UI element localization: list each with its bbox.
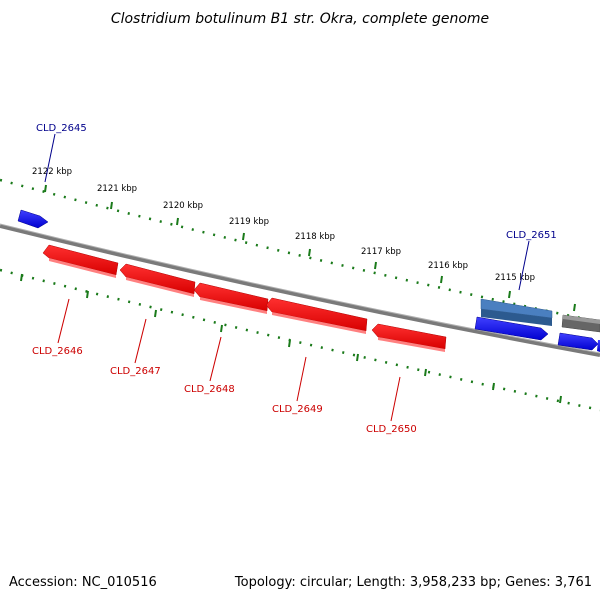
tick-label: 2120 kbp <box>163 201 203 211</box>
gene-CLD_2650[interactable] <box>371 323 447 352</box>
gene-arrow-shadow <box>126 277 194 297</box>
major-tick <box>492 382 495 391</box>
gene-CLD_2649[interactable] <box>265 297 368 334</box>
accession-text: Accession: NC_010516 <box>9 575 157 590</box>
major-ticks <box>44 184 576 312</box>
major-tick <box>176 217 179 226</box>
tick-label: 2116 kbp <box>428 261 468 271</box>
map-title: Clostridium botulinum B1 str. Okra, comp… <box>111 11 489 27</box>
gene-next-forward[interactable] <box>557 332 600 352</box>
gene-arrow-shadow <box>200 297 267 314</box>
genome-backbone <box>0 224 600 357</box>
gene-CLD_2647[interactable] <box>119 263 196 297</box>
gene-arrow[interactable] <box>557 332 599 351</box>
gene-label-CLD_2649[interactable]: CLD_2649 <box>272 404 323 415</box>
gene-arrow[interactable] <box>42 244 119 276</box>
gene-CLD_2646[interactable] <box>42 244 119 278</box>
gene-arrow[interactable] <box>119 263 196 295</box>
tick-label: 2119 kbp <box>229 217 269 227</box>
gene-arrow-shadow <box>272 312 366 334</box>
tick-label: 2118 kbp <box>295 232 335 242</box>
major-tick <box>44 184 47 193</box>
gene-CLD_2651[interactable] <box>474 298 553 341</box>
gene-labels: CLD_2645 CLD_2646 CLD_2647 CLD_2648 CLD_… <box>32 123 557 435</box>
major-tick <box>424 368 427 377</box>
label-leaders <box>44 133 530 422</box>
leader-CLD_2646 <box>57 298 70 344</box>
major-tick <box>86 290 89 299</box>
gene-arrow[interactable] <box>265 297 368 332</box>
major-tick <box>242 232 245 241</box>
gene-label-CLD_2646[interactable]: CLD_2646 <box>32 346 83 357</box>
gene-label-CLD_2647[interactable]: CLD_2647 <box>110 366 161 377</box>
major-tick <box>220 324 223 333</box>
gene-arrow[interactable] <box>597 340 600 352</box>
gene-label-CLD_2645[interactable]: CLD_2645 <box>36 123 87 134</box>
major-tick <box>154 309 157 318</box>
forward-ruler <box>0 178 600 324</box>
major-tick <box>573 303 576 312</box>
genome-backbone-highlight <box>0 223 600 354</box>
major-tick <box>508 290 511 299</box>
genome-summary: Topology: circular; Length: 3,958,233 bp… <box>234 575 592 590</box>
gene-label-CLD_2648[interactable]: CLD_2648 <box>184 384 235 395</box>
gene-label-CLD_2650[interactable]: CLD_2650 <box>366 424 417 435</box>
leader-CLD_2650 <box>390 376 401 422</box>
gene-other[interactable] <box>561 314 600 333</box>
gene-arrow[interactable] <box>371 323 447 350</box>
major-tick <box>110 201 113 210</box>
gene-CLD_2645[interactable] <box>17 209 49 229</box>
leader-CLD_2647 <box>134 318 147 364</box>
gene-arrow-shadow <box>49 258 116 278</box>
gene-arrow[interactable] <box>17 209 49 229</box>
major-tick <box>356 353 359 362</box>
gene-arrow-shadow <box>378 337 445 352</box>
leader-CLD_2649 <box>296 356 307 402</box>
gene-arrow[interactable] <box>480 298 553 319</box>
reverse-ruler <box>0 268 600 412</box>
major-tick <box>559 395 562 404</box>
gene-arrow-shadow <box>481 309 552 326</box>
leader-CLD_2651 <box>518 240 530 291</box>
tick-labels: 2122 kbp 2121 kbp 2120 kbp 2119 kbp 2118… <box>32 167 535 283</box>
leader-CLD_2645 <box>44 133 56 183</box>
tick-label: 2117 kbp <box>361 247 401 257</box>
tick-label: 2121 kbp <box>97 184 137 194</box>
major-tick <box>374 261 377 270</box>
major-tick <box>20 273 23 282</box>
major-tick <box>440 275 443 284</box>
leader-CLD_2648 <box>209 336 222 382</box>
gene-arrow-top <box>563 315 600 324</box>
tick-label: 2122 kbp <box>32 167 72 177</box>
tick-label: 2115 kbp <box>495 273 535 283</box>
reverse-major-ticks <box>20 273 562 404</box>
gene-arrow[interactable] <box>474 316 549 341</box>
major-tick <box>308 248 311 257</box>
gene-label-CLD_2651[interactable]: CLD_2651 <box>506 230 557 241</box>
major-tick <box>288 339 291 348</box>
